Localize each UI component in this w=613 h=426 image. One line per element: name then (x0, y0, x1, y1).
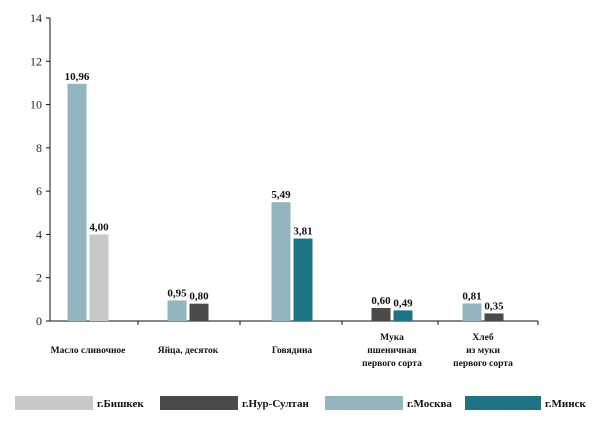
bar-г.Нур-Султан (371, 308, 391, 321)
legend-label: г.Москва (407, 398, 452, 410)
legend-label: г.Минск (545, 398, 586, 410)
data-label: 0,35 (484, 300, 504, 312)
data-label: 5,49 (271, 189, 291, 201)
category-label: пшеничная (367, 346, 416, 356)
legend-label: г.Бишкек (97, 398, 144, 410)
legend-swatch-г.Нур-Султан (160, 396, 238, 410)
category-label: первого сорта (453, 359, 513, 369)
y-tick-label: 2 (36, 271, 42, 285)
bar-г.Минск (393, 310, 413, 321)
category-label: Говядина (272, 346, 313, 356)
legend-label: г.Нур-Султан (242, 398, 309, 410)
legend-swatch-г.Москва (325, 396, 403, 410)
y-tick-label: 6 (36, 184, 42, 198)
bar-г.Нур-Султан (189, 303, 209, 321)
data-label: 4,00 (89, 221, 109, 233)
bar-г.Москва (271, 202, 291, 321)
data-label: 0,95 (167, 287, 187, 299)
legend-swatch-г.Минск (465, 396, 541, 410)
bar-г.Москва (462, 303, 482, 321)
bar-г.Москва (67, 83, 87, 322)
category-label: Масло сливочное (51, 346, 126, 356)
bar-г.Бишкек (89, 234, 109, 321)
y-tick-label: 4 (36, 227, 42, 241)
category-label: Мука (380, 333, 404, 343)
data-label: 0,60 (371, 295, 391, 307)
bar-г.Москва (167, 300, 187, 321)
data-label: 0,49 (393, 297, 413, 309)
legend-swatch-г.Бишкек (15, 396, 93, 410)
data-label: 0,80 (189, 291, 209, 303)
category-label: Хлеб (472, 332, 493, 343)
bar-г.Нур-Султан (484, 313, 504, 321)
data-label: 0,81 (462, 290, 481, 302)
bar-г.Минск (293, 238, 313, 321)
y-tick-label: 12 (30, 54, 42, 68)
y-tick-label: 0 (36, 314, 42, 328)
y-tick-label: 8 (36, 141, 42, 155)
y-tick-label: 14 (30, 11, 42, 25)
data-label: 10,96 (65, 71, 90, 83)
category-label: Яйца, десяток (158, 345, 219, 356)
data-label: 3,81 (293, 226, 312, 238)
category-label: первого сорта (362, 359, 422, 369)
y-tick-label: 10 (30, 98, 42, 112)
category-label: из муки (466, 346, 500, 356)
